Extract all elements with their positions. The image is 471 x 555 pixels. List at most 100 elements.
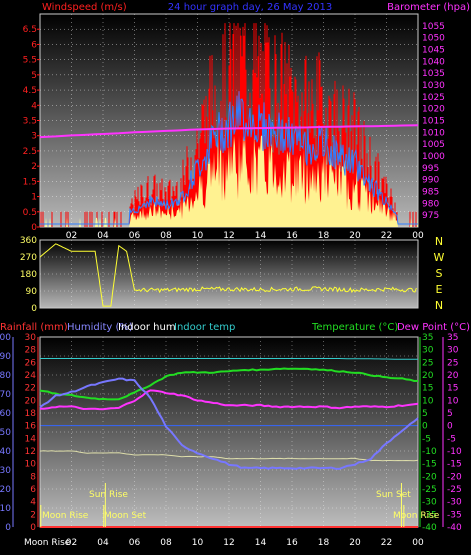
temp-tick-label: 35 xyxy=(422,333,433,343)
bottom-moon-rise-label: Moon Rise xyxy=(24,538,71,548)
dir-tick-label: 180 xyxy=(20,270,37,280)
rain-tick-label: 0 xyxy=(30,523,36,533)
humidity-tick-label: 10 xyxy=(0,504,11,514)
baro-tick-label: 1000 xyxy=(422,152,445,162)
panel3-series xyxy=(39,358,419,528)
dir-tick-label: 270 xyxy=(20,253,37,263)
temp-tick-label: -15 xyxy=(422,460,437,470)
x-tick-label: 16 xyxy=(286,538,298,548)
baro-tick-label: 980 xyxy=(422,199,439,209)
humidity-tick-label: 90 xyxy=(0,352,11,362)
temp-tick-label: 20 xyxy=(422,371,434,381)
dewpoint-axis-title: Dew Point (°C) xyxy=(397,322,470,333)
baro-tick-label: 1035 xyxy=(422,69,445,79)
rain-tick-label: 20 xyxy=(25,396,37,406)
rainfall-axis-title: Rainfall (mm) xyxy=(0,322,68,333)
x-tick-label: 18 xyxy=(318,538,330,548)
rain-tick-label: 14 xyxy=(25,434,37,444)
rain-tick-label: 4 xyxy=(30,498,36,508)
x-tick-label: 10 xyxy=(192,538,204,548)
axis-ticks: 6.565.554.543.532.521.510.50105510501045… xyxy=(0,22,462,548)
compass-label: N xyxy=(435,235,443,248)
temp-tick-label: -10 xyxy=(422,447,437,457)
humidity-tick-label: 100 xyxy=(0,333,11,343)
baro-tick-label: 1040 xyxy=(422,57,445,67)
indoor-hum-title: Indoor hum xyxy=(118,322,176,333)
rain-tick-label: 28 xyxy=(25,346,37,356)
direction-line xyxy=(39,243,417,307)
wind-axis-title: Windspeed (m/s) xyxy=(42,2,127,13)
wind-tick-label: 5 xyxy=(31,71,37,81)
barometer-axis-title: Barometer (hpa) xyxy=(387,2,470,13)
humidity-tick-label: 20 xyxy=(0,485,11,495)
dew-tick-label: 5 xyxy=(447,409,453,419)
panel2-grid xyxy=(39,239,419,309)
wind-tick-label: 0 xyxy=(31,223,37,233)
x-tick-label: 02 xyxy=(66,538,77,548)
x-tick-label: 08 xyxy=(160,231,172,241)
moon-rise-label-right: Moon Rise xyxy=(393,511,440,521)
dew-tick-label: 25 xyxy=(447,358,458,368)
x-tick-label: 14 xyxy=(255,231,267,241)
x-tick-label: 06 xyxy=(129,538,141,548)
temp-tick-label: -35 xyxy=(422,510,437,520)
compass-label: N xyxy=(435,299,443,312)
baro-tick-label: 1045 xyxy=(422,46,445,56)
wind-tick-label: 1 xyxy=(31,193,37,203)
dew-tick-label: -15 xyxy=(447,460,462,470)
baro-tick-label: 1015 xyxy=(422,117,445,127)
temp-tick-label: -25 xyxy=(422,485,437,495)
dew-tick-label: -40 xyxy=(447,523,462,533)
temp-tick-label: 15 xyxy=(422,384,433,394)
wind-tick-label: 5.5 xyxy=(23,56,37,66)
baro-tick-label: 1030 xyxy=(422,81,445,91)
temp-tick-label: 30 xyxy=(422,346,434,356)
dir-tick-label: 360 xyxy=(20,236,37,246)
wind-tick-label: 4 xyxy=(31,101,37,111)
temp-tick-label: 0 xyxy=(422,422,428,432)
x-tick-label: 12 xyxy=(223,538,234,548)
wind-tick-label: 3.5 xyxy=(23,117,37,127)
rain-tick-label: 10 xyxy=(25,460,37,470)
dew-tick-label: 20 xyxy=(447,371,459,381)
dew-tick-label: 10 xyxy=(447,396,459,406)
baro-tick-label: 975 xyxy=(422,211,439,221)
astro-markers: Moon Rise Moon Set Sun Rise Sun Set Moon… xyxy=(24,483,440,548)
baro-tick-label: 1005 xyxy=(422,140,445,150)
x-tick-label: 06 xyxy=(129,231,141,241)
temperature-line xyxy=(39,367,419,401)
rain-tick-label: 2 xyxy=(30,510,36,520)
rain-tick-label: 6 xyxy=(30,485,36,495)
baro-tick-label: 1055 xyxy=(422,22,445,32)
rain-tick-label: 16 xyxy=(25,422,37,432)
baro-tick-label: 985 xyxy=(422,188,439,198)
rain-tick-label: 26 xyxy=(25,358,37,368)
panel1-series xyxy=(39,23,419,227)
humidity-line xyxy=(39,377,419,470)
moon-set-label: Moon Set xyxy=(104,511,147,521)
panel3-plot xyxy=(40,337,418,527)
x-tick-label: 22 xyxy=(381,231,392,241)
humidity-tick-label: 0 xyxy=(5,523,11,533)
x-tick-label: 20 xyxy=(349,231,361,241)
wind-tick-label: 1.5 xyxy=(23,177,37,187)
humidity-axis-title: Humidity (%) xyxy=(67,322,133,333)
x-tick-label: 16 xyxy=(286,231,298,241)
humidity-tick-label: 60 xyxy=(0,409,11,419)
wind-tick-label: 3 xyxy=(31,132,37,142)
x-tick-label: 22 xyxy=(381,538,392,548)
x-tick-label: 12 xyxy=(223,231,234,241)
wind-tick-label: 0.5 xyxy=(23,208,37,218)
compass-label: E xyxy=(436,283,443,296)
x-tick-label: 00 xyxy=(412,538,424,548)
dir-tick-label: 0 xyxy=(31,304,37,314)
temp-tick-label: -40 xyxy=(422,523,437,533)
baro-tick-label: 1050 xyxy=(422,34,445,44)
temperature-axis-title: Temperature (°C) xyxy=(311,322,398,333)
indoor-temp-line xyxy=(40,358,418,360)
humidity-tick-label: 50 xyxy=(0,428,11,438)
compass-label: W xyxy=(434,251,445,264)
wind-tick-label: 4.5 xyxy=(23,86,37,96)
rain-tick-label: 30 xyxy=(25,333,37,343)
wind-tick-label: 2.5 xyxy=(23,147,37,157)
